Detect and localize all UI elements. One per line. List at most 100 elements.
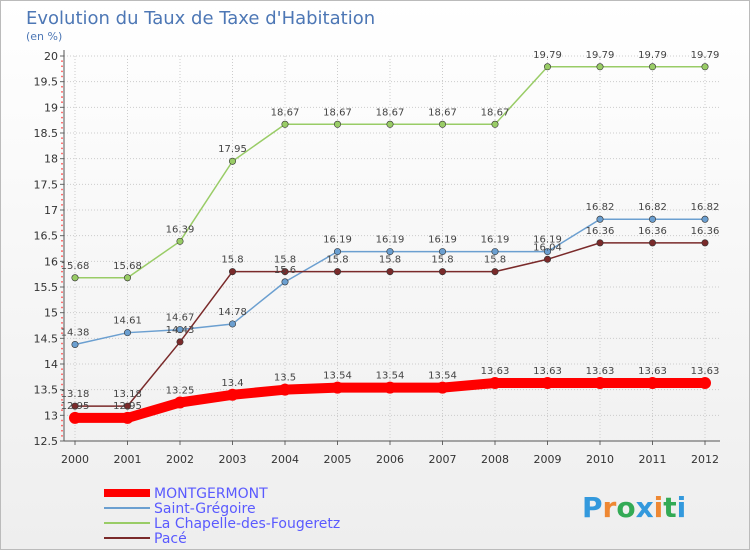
y-minor-tick (61, 229, 63, 232)
data-point (438, 120, 446, 128)
data-point (594, 376, 606, 389)
y-minor-tick (61, 162, 63, 165)
data-point (386, 120, 394, 128)
chart-subtitle: (en %) (26, 30, 62, 43)
y-minor-tick (61, 147, 63, 150)
data-label: 14.38 (61, 327, 90, 338)
y-minor-tick (61, 188, 63, 191)
y-minor-tick (61, 265, 63, 268)
logo-letter: o (616, 491, 635, 524)
y-minor-tick (61, 214, 63, 217)
y-minor-tick (61, 399, 63, 401)
data-point (596, 239, 604, 247)
axes (60, 50, 720, 445)
y-minor-tick (61, 250, 63, 252)
x-tick-label: 2006 (376, 453, 404, 466)
data-label: 15.8 (221, 255, 243, 266)
data-label: 13.63 (533, 366, 562, 377)
data-point (491, 248, 499, 256)
y-tick-label: 14 (44, 358, 58, 371)
x-tick-label: 2008 (481, 453, 509, 466)
data-point (281, 278, 289, 286)
y-minor-tick (61, 368, 63, 371)
data-point (333, 120, 341, 128)
y-minor-tick (61, 255, 63, 258)
data-label: 13.5 (274, 373, 296, 384)
data-label: 18.67 (376, 107, 405, 118)
data-point (229, 320, 237, 328)
data-label: 15.8 (484, 255, 506, 266)
y-minor-tick (61, 203, 63, 206)
y-minor-tick (61, 85, 63, 88)
y-tick-label: 19.5 (34, 76, 59, 89)
data-point (543, 255, 551, 263)
data-point (701, 63, 709, 71)
data-label: 18.67 (323, 107, 352, 118)
y-minor-tick (61, 393, 63, 396)
data-label: 16.19 (323, 235, 352, 246)
y-minor-tick (61, 347, 63, 350)
data-point (436, 381, 449, 394)
data-label: 15.68 (113, 261, 142, 272)
x-tick-label: 2007 (429, 453, 457, 466)
data-point (699, 376, 711, 389)
y-minor-tick (61, 357, 63, 360)
data-label: 18.67 (481, 107, 510, 118)
data-label: 14.43 (166, 325, 195, 336)
y-tick-label: 13 (44, 409, 58, 422)
data-point (229, 268, 237, 276)
legend-label: Pacé (154, 531, 187, 547)
logo-letter: t (663, 491, 676, 524)
data-point (543, 248, 551, 256)
data-label: 13.63 (638, 366, 667, 377)
data-label: 15.8 (326, 255, 348, 266)
y-minor-tick (61, 239, 63, 242)
x-tick-label: 2010 (586, 453, 614, 466)
data-point (489, 376, 501, 389)
data-label: 16.82 (691, 202, 720, 213)
logo-letter: x (636, 491, 654, 524)
data-label: 16.39 (166, 224, 195, 235)
data-label: 19.79 (533, 50, 562, 61)
data-point (646, 376, 659, 389)
data-point (69, 411, 81, 424)
y-minor-tick (61, 168, 63, 170)
x-tick-label: 2005 (324, 453, 352, 466)
y-minor-tick (61, 111, 63, 114)
y-minor-tick (61, 404, 63, 406)
y-minor-tick (61, 322, 63, 324)
data-label: 14.78 (218, 307, 247, 318)
y-minor-tick (61, 224, 63, 227)
y-minor-tick (61, 316, 63, 319)
y-minor-tick (61, 373, 63, 376)
data-point (491, 120, 499, 128)
data-label: 16.19 (533, 235, 562, 246)
data-point (333, 248, 341, 256)
x-tick-label: 2001 (114, 453, 142, 466)
x-tick-label: 2003 (219, 453, 247, 466)
y-minor-tick (61, 60, 63, 63)
y-tick-label: 17 (44, 204, 58, 217)
data-point (596, 215, 604, 223)
data-label: 19.79 (586, 50, 615, 61)
logo-text: Proxiti (582, 491, 686, 524)
y-minor-tick (61, 219, 63, 222)
y-minor-tick (61, 378, 63, 381)
data-label: 16.82 (586, 202, 615, 213)
y-minor-tick (61, 327, 63, 329)
y-tick-label: 19 (44, 101, 58, 114)
data-point (176, 338, 184, 346)
data-label: 13.63 (691, 366, 720, 377)
y-minor-tick (61, 193, 63, 196)
data-point (71, 274, 79, 282)
data-point (541, 376, 554, 389)
data-point (279, 383, 291, 396)
data-point (648, 63, 656, 71)
data-label: 15.8 (431, 255, 453, 266)
y-minor-tick (61, 96, 63, 98)
data-label: 18.67 (428, 107, 457, 118)
x-tick-label: 2002 (166, 453, 194, 466)
legend-label: La Chapelle-des-Fougeretz (154, 516, 340, 532)
legend-label: Saint-Grégoire (154, 501, 256, 517)
